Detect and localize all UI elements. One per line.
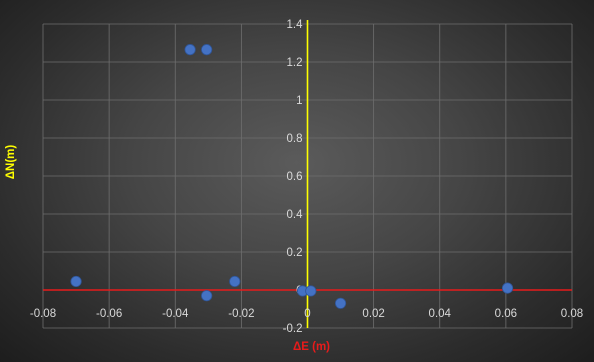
x-tick-label: 0.04 [429, 308, 452, 320]
data-points [70, 44, 514, 309]
x-tick-label: 0.08 [561, 308, 583, 320]
x-tick-label: 0.06 [495, 308, 517, 320]
data-point [201, 44, 213, 56]
y-tick-label: 1.2 [287, 57, 303, 69]
y-tick-label: 1 [296, 95, 302, 107]
x-tick-label: 0.02 [362, 308, 384, 320]
y-tick-label: 0.6 [287, 171, 303, 183]
x-tick-label: -0.08 [30, 308, 56, 320]
x-tick-label: -0.02 [228, 308, 254, 320]
x-tick-label: -0.04 [162, 308, 189, 320]
data-point [184, 44, 196, 56]
x-tick-label: -0.06 [96, 308, 122, 320]
y-tick-label: 1.4 [287, 19, 304, 31]
y-axis-title: ΔN(m) [5, 145, 17, 180]
y-tick-label: -0.2 [283, 323, 303, 335]
data-point [334, 297, 347, 309]
data-point [201, 290, 213, 302]
x-tick-label: 0 [304, 308, 310, 320]
y-tick-label: 0.2 [287, 247, 303, 259]
data-point [501, 282, 514, 294]
data-point [229, 275, 241, 288]
y-tick-label: 0.4 [287, 209, 304, 221]
y-tick-label: 0.8 [287, 133, 303, 145]
data-point [305, 285, 317, 297]
data-point [70, 275, 82, 288]
axes [43, 20, 572, 328]
x-axis-title: ΔE (m) [293, 341, 330, 353]
